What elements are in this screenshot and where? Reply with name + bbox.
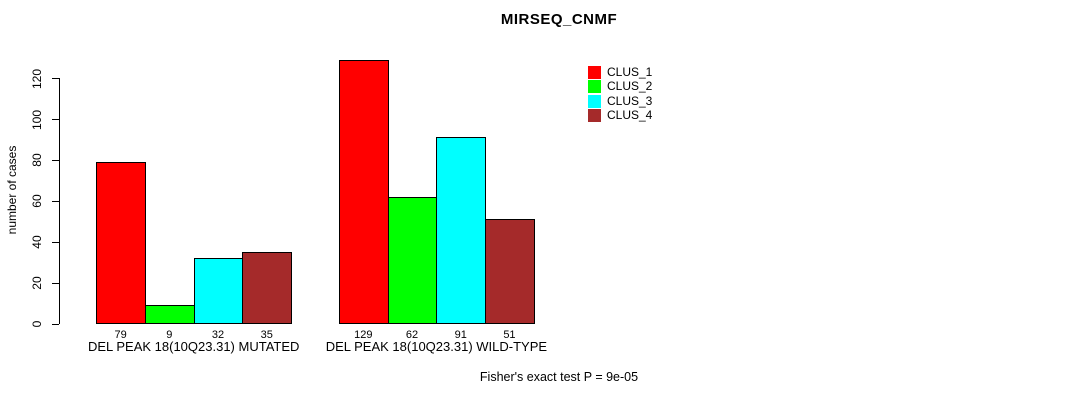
y-axis-tick-label: 100 — [30, 109, 44, 130]
bar-clus_3-group2 — [436, 137, 487, 325]
legend-label: CLUS_4 — [607, 108, 653, 123]
bar-value-label: 9 — [166, 328, 173, 341]
y-axis-tick-label: 60 — [30, 194, 44, 208]
bar-value-label: 129 — [354, 328, 373, 341]
bar-clus_2-group1 — [145, 305, 195, 325]
y-axis-tick — [51, 323, 59, 325]
fisher-test-annotation: Fisher's exact test P = 9e-05 — [479, 370, 639, 384]
y-axis-tick-label: 20 — [30, 276, 44, 290]
category-label: DEL PEAK 18(10Q23.31) WILD-TYPE — [325, 339, 548, 354]
y-axis-tick — [51, 78, 59, 80]
bar-value-label: 35 — [260, 328, 273, 341]
y-axis-tick-label: 0 — [30, 320, 44, 328]
y-axis-tick — [51, 282, 59, 284]
category-label: DEL PEAK 18(10Q23.31) MUTATED — [87, 339, 300, 354]
legend-swatch-clus_4 — [588, 109, 601, 123]
bar-value-label: 91 — [454, 328, 467, 341]
bar-clus_2-group2 — [387, 196, 438, 325]
legend-label: CLUS_2 — [607, 79, 653, 94]
legend-swatch-clus_1 — [588, 66, 601, 79]
legend-item-clus_1: CLUS_1 — [588, 66, 698, 79]
chart-title: MIRSEQ_CNMF — [500, 11, 618, 28]
y-axis-line — [58, 78, 60, 325]
y-axis-tick — [51, 200, 59, 202]
bar-value-label: 51 — [503, 328, 516, 341]
legend-item-clus_2: CLUS_2 — [588, 79, 698, 94]
legend: CLUS_1 CLUS_2 CLUS_3 CLUS_4 — [588, 66, 708, 124]
bar-clus_1-group1 — [96, 161, 146, 325]
y-axis-tick-label: 120 — [30, 68, 44, 89]
bar-value-label: 62 — [405, 328, 419, 341]
y-axis-tick-label: 80 — [30, 153, 44, 168]
legend-item-clus_3: CLUS_3 — [588, 93, 698, 108]
bar-clus_4-group1 — [242, 251, 293, 325]
legend-item-clus_4: CLUS_4 — [588, 108, 698, 123]
y-axis-tick — [51, 159, 59, 161]
y-axis-tick — [51, 119, 59, 120]
bar-clus_3-group1 — [193, 258, 244, 325]
bar-clus_4-group2 — [485, 219, 535, 325]
legend-label: CLUS_1 — [607, 65, 653, 79]
bar-clus_1-group2 — [339, 59, 389, 325]
legend-swatch-clus_3 — [588, 94, 601, 108]
legend-label: CLUS_3 — [607, 93, 653, 108]
legend-swatch-clus_2 — [588, 80, 601, 94]
y-axis-tick-label: 40 — [30, 235, 44, 249]
bar-value-label: 79 — [114, 328, 127, 341]
y-axis-tick — [51, 241, 59, 243]
y-axis-label: number of cases — [5, 145, 19, 235]
bar-value-label: 32 — [211, 328, 225, 341]
